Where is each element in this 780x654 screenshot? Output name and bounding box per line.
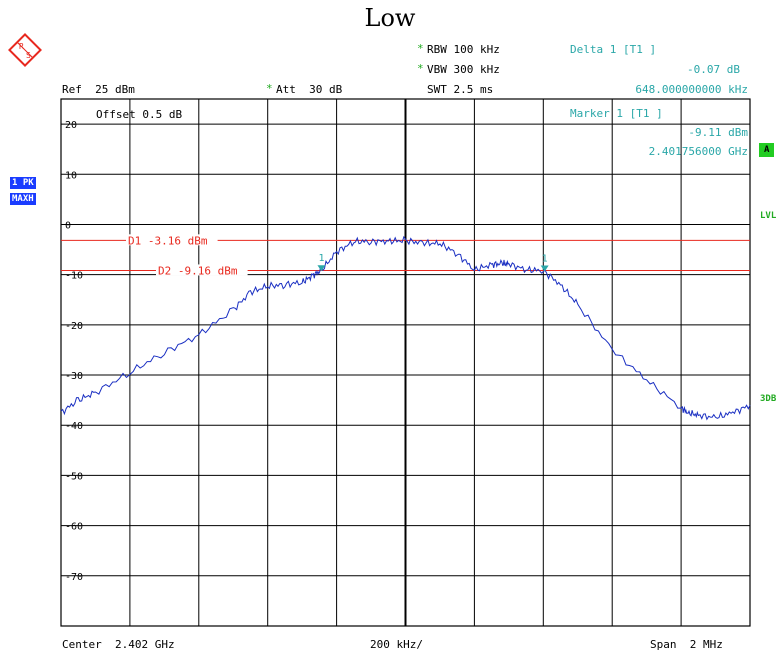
- marker-level: -9.11 dBm: [688, 126, 748, 139]
- trace-tag-a: A: [759, 143, 775, 157]
- offset-label: Offset 0.5 dB: [96, 108, 182, 121]
- y-tick-label: -60: [65, 522, 83, 533]
- marker-freq: 2.401756000 GHz: [648, 145, 748, 158]
- display-line-label-bg: [126, 234, 218, 246]
- display-lines: D1 -3.16 dBm D2 -9.16 dBm: [61, 234, 750, 277]
- display-line-label-bg: [156, 264, 248, 276]
- delta-marker-level: -0.07 dB: [687, 63, 740, 76]
- y-tick-label: -30: [65, 371, 83, 382]
- att-star-icon: *: [266, 82, 273, 95]
- grid: [60, 98, 751, 627]
- frequency-per-division: 200 kHz/: [370, 638, 423, 651]
- trace-badge-pk: 1 PK: [10, 177, 36, 189]
- y-tick-labels: 20 10 0 -10 -20 -30 -40 -50 -60 -70: [65, 120, 83, 583]
- marker-2-icon: [540, 265, 549, 272]
- span: Span 2 MHz: [650, 638, 723, 651]
- chart-title: Low: [364, 4, 416, 32]
- y-tick-label: -10: [65, 271, 83, 282]
- y-tick-label: 20: [65, 120, 77, 131]
- rohde-schwarz-logo-icon: R S: [8, 33, 42, 67]
- marker-1-icon: [317, 265, 326, 272]
- delta-marker-freq: 648.000000000 kHz: [635, 83, 748, 96]
- display-line-label-2: D2 -9.16 dBm: [158, 264, 238, 277]
- y-tick-label: -40: [65, 421, 83, 432]
- rbw-star-icon: *: [417, 42, 424, 55]
- attenuation: Att 30 dB: [276, 83, 343, 96]
- trace-group: [60, 235, 751, 421]
- vbw-star-icon: *: [417, 62, 424, 75]
- lvl-label: LVL: [760, 211, 777, 221]
- display-line-label-1: D1 -3.16 dBm: [128, 234, 208, 247]
- rbw: RBW 100 kHz: [427, 43, 500, 56]
- y-tick-label: 10: [65, 170, 77, 181]
- y-tick-label: -20: [65, 321, 83, 332]
- delta-marker-label: Delta 1 [T1 ]: [570, 43, 657, 56]
- y-tick-label: -50: [65, 471, 83, 482]
- ref-level: Ref 25 dBm: [62, 83, 135, 96]
- marker-1-label: 1: [318, 253, 324, 264]
- svg-text:S: S: [26, 51, 31, 60]
- marker-label: Marker 1 [T1 ]: [570, 107, 663, 120]
- y-tick-label: 0: [65, 220, 71, 231]
- center-frequency: Center 2.402 GHz: [62, 638, 175, 651]
- sweep-time: SWT 2.5 ms: [427, 83, 494, 96]
- svg-text:R: R: [19, 42, 24, 51]
- 3db-label: 3DB: [760, 394, 777, 404]
- vbw: VBW 300 kHz: [427, 63, 500, 76]
- trace-1: [60, 235, 751, 421]
- trace-badge-maxh: MAXH: [10, 193, 36, 205]
- y-tick-label: -70: [65, 572, 83, 583]
- marker-2-label: 1: [542, 254, 548, 265]
